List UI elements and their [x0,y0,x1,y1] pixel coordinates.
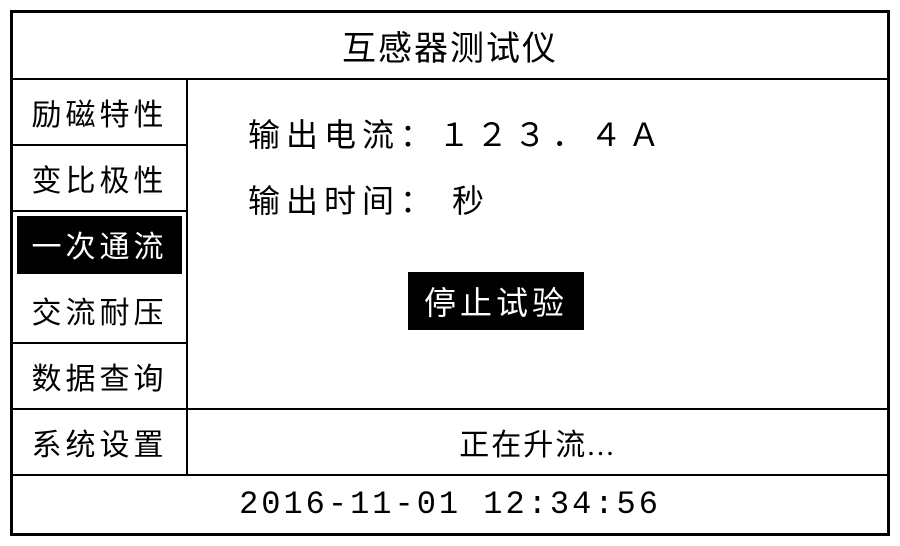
datetime-display: 2016-11-01 12:34:56 [13,476,887,533]
output-time-row: 输出时间： 秒 [248,176,847,222]
device-panel: 互感器测试仪 励磁特性 变比极性 一次通流 交流耐压 数据查询 输出电流：１２３… [10,10,890,536]
footer-row: 系统设置 正在升流... [13,410,887,476]
output-current-value: １２３．４Ａ [438,117,666,153]
output-current-label: 输出电流： [248,117,438,153]
sidebar: 励磁特性 变比极性 一次通流 交流耐压 数据查询 [13,80,188,408]
sidebar-item-excitation[interactable]: 励磁特性 [13,80,186,146]
header-title: 互感器测试仪 [13,13,887,80]
sidebar-item-ac-withstand[interactable]: 交流耐压 [13,278,186,344]
content-area: 输出电流：１２３．４Ａ 输出时间： 秒 停止试验 [188,80,887,408]
status-text: 正在升流... [188,410,887,474]
output-time-label: 输出时间： [248,183,438,219]
sidebar-item-primary-current[interactable]: 一次通流 [17,216,182,274]
sidebar-item-ratio-polarity[interactable]: 变比极性 [13,146,186,212]
sidebar-item-data-query[interactable]: 数据查询 [13,344,186,408]
output-current-row: 输出电流：１２３．４Ａ [248,110,847,156]
sidebar-item-system-settings[interactable]: 系统设置 [13,410,188,474]
stop-test-button[interactable]: 停止试验 [408,272,584,330]
body-row: 励磁特性 变比极性 一次通流 交流耐压 数据查询 输出电流：１２３．４Ａ 输出时… [13,80,887,410]
output-time-unit: 秒 [438,183,490,219]
